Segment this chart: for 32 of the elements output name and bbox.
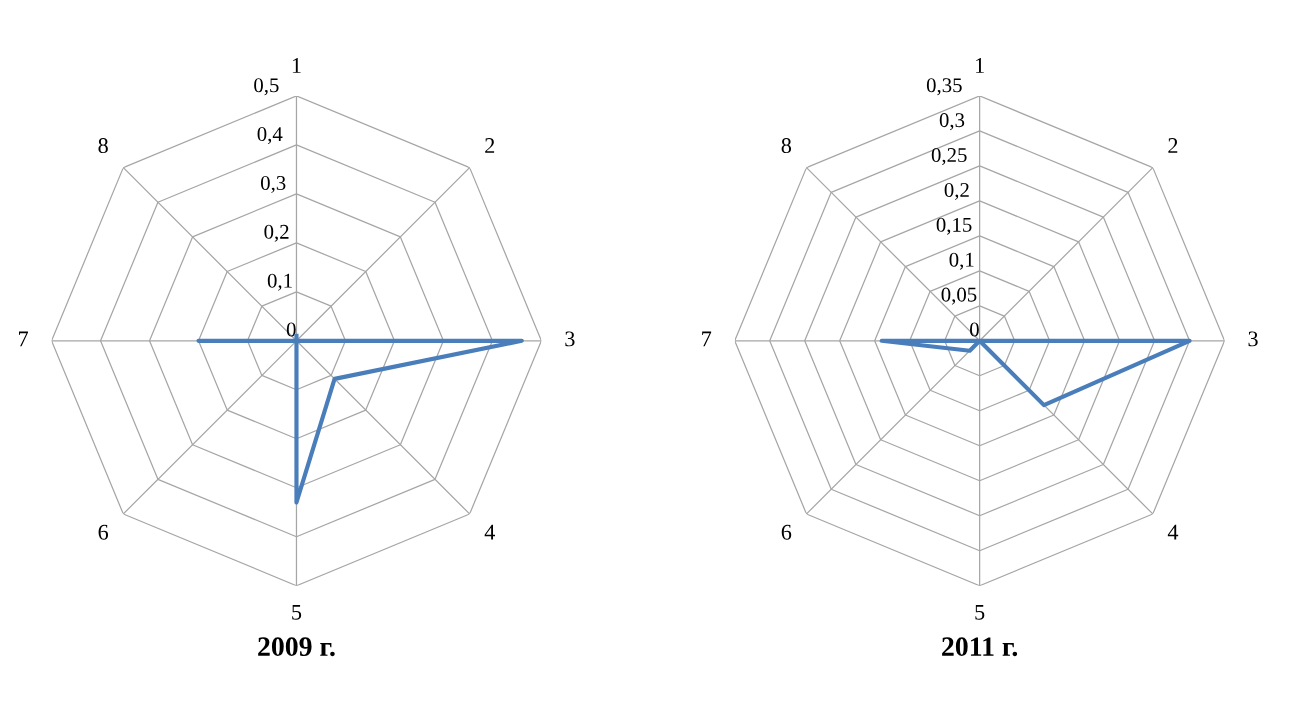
spoke-label: 7 [19, 331, 28, 347]
y-tick-label: 0,15 [936, 217, 972, 235]
y-tick-label: 0,4 [257, 127, 283, 145]
text: 2009 г. [258, 637, 335, 657]
y-tick-label: 0,1 [267, 273, 292, 291]
spoke-label: 4 [1167, 524, 1179, 540]
y-tick-label: 0,25 [931, 148, 967, 166]
y-tick-label: 0,35 [926, 78, 962, 96]
spoke-label: 6 [98, 524, 109, 540]
y-tick-label: 0,3 [939, 113, 965, 131]
spoke-label: 5 [975, 604, 985, 620]
text: 2011 г. [942, 637, 1018, 657]
y-tick-label: 0 [286, 322, 296, 337]
y-tick-label: 0,1 [949, 252, 974, 270]
spoke-label: 3 [565, 331, 575, 347]
spoke-label: 8 [781, 138, 792, 154]
spoke-label: 2 [1168, 138, 1178, 153]
spoke-label: 8 [98, 138, 108, 154]
spoke-label: 1 [292, 58, 301, 73]
spoke-label: 5 [292, 604, 302, 620]
y-tick-label: 0,05 [941, 287, 977, 305]
spoke-label: 7 [702, 331, 712, 347]
y-tick-label: 0,2 [264, 224, 289, 242]
spoke-label: 6 [781, 524, 792, 540]
spoke-label: 4 [484, 524, 495, 540]
spoke-label: 1 [976, 58, 984, 73]
spoke-label: 2 [485, 138, 495, 153]
y-tick-label: 0 [970, 322, 979, 337]
y-tick-label: 0,5 [254, 78, 279, 96]
y-tick-label: 0,2 [944, 182, 969, 200]
y-tick-label: 0,3 [260, 175, 286, 193]
spoke-label: 3 [1248, 331, 1258, 347]
